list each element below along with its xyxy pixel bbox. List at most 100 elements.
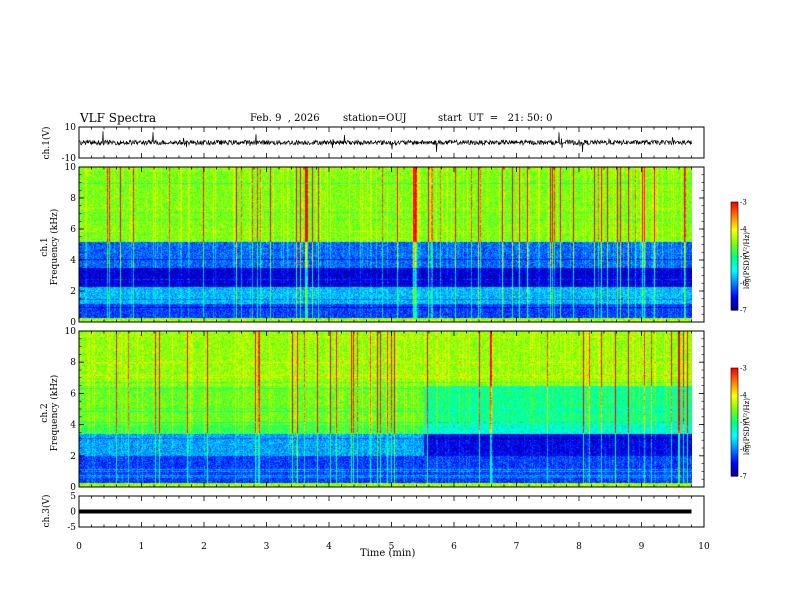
- ch3-ytick-label: -5: [67, 523, 76, 533]
- spec2-ytick-label: 10: [65, 327, 77, 337]
- colorbar-1-swatch: [731, 220, 738, 223]
- colorbar-2-tick-label: -5: [740, 419, 747, 427]
- colorbar-2-swatch: [731, 404, 738, 407]
- colorbar-1-swatch: [731, 297, 738, 300]
- colorbar-2-swatch: [731, 375, 738, 378]
- colorbar-1-swatch: [731, 299, 738, 302]
- colorbar-2-swatch: [731, 387, 738, 391]
- colorbar-2-swatch: [731, 396, 738, 400]
- colorbar-1-swatch: [731, 301, 738, 304]
- colorbar-2-swatch: [731, 384, 738, 387]
- spec1-ytick-label: 2: [70, 287, 76, 297]
- colorbar-2-swatch: [731, 398, 738, 401]
- colorbar-2-swatch: [731, 373, 738, 376]
- colorbar-1-swatch: [731, 203, 738, 207]
- colorbar-2-swatch: [731, 465, 738, 468]
- colorbar-2-swatch: [731, 386, 738, 389]
- colorbar-2-swatch: [731, 459, 738, 463]
- colorbar-1-swatch: [731, 238, 738, 241]
- colorbar-2-swatch: [731, 440, 738, 443]
- start-time-label: start UT = 21: 50: 0: [438, 113, 553, 124]
- colorbar-2-swatch: [731, 452, 738, 455]
- colorbar-2-swatch: [731, 454, 738, 457]
- colorbar-1-swatch: [731, 227, 738, 230]
- colorbar-1-swatch: [731, 205, 738, 208]
- colorbar-2-swatch: [731, 445, 738, 448]
- station-label: station=OUJ: [343, 113, 407, 124]
- colorbar-2-swatch: [731, 436, 738, 439]
- ch1-ytick-label: -10: [62, 154, 77, 164]
- colorbar-2-swatch: [731, 402, 738, 405]
- colorbar-1-swatch: [731, 225, 738, 228]
- spec1-ytick-label: 10: [65, 163, 77, 173]
- colorbar-2-tick-label: -7: [740, 473, 747, 481]
- colorbar-1-tick-label: -5: [740, 253, 747, 261]
- ch1-waveform-trace: [78, 131, 692, 153]
- colorbar-1-swatch: [731, 256, 738, 259]
- spectrogram-1-image: [79, 167, 692, 322]
- colorbar-2-tick-label: -6: [740, 446, 747, 454]
- x-tick-label: 7: [514, 542, 520, 552]
- colorbar-2-swatch: [731, 423, 738, 427]
- spec1-ytick-label: 4: [70, 256, 76, 266]
- ch3-ytick-label: 0: [70, 508, 76, 518]
- ch3-ytick-label: 5: [70, 492, 76, 502]
- colorbar-1-swatch: [731, 306, 738, 309]
- colorbar-1-swatch: [731, 216, 738, 219]
- colorbar-1-swatch: [731, 265, 738, 268]
- x-tick-label: 8: [576, 542, 582, 552]
- colorbar-1-swatch: [731, 288, 738, 291]
- colorbar-1-swatch: [731, 275, 738, 279]
- x-tick-label: 3: [264, 542, 270, 552]
- colorbar-2-swatch: [731, 434, 738, 437]
- x-tick-label: 10: [698, 542, 710, 552]
- colorbar-1-swatch: [731, 243, 738, 246]
- colorbar-2-swatch: [731, 472, 738, 475]
- colorbar-1-swatch: [731, 223, 738, 226]
- colorbar-1-swatch: [731, 241, 738, 244]
- colorbar-2-swatch: [731, 422, 738, 425]
- colorbar-2-swatch: [731, 414, 738, 418]
- colorbar-1-swatch: [731, 209, 738, 212]
- date-label: Feb. 9 , 2026: [250, 113, 320, 124]
- colorbar-2-swatch: [731, 395, 738, 398]
- figure-title: VLF Spectra: [80, 111, 157, 125]
- colorbar-2-swatch: [731, 411, 738, 414]
- colorbar-2-swatch: [731, 427, 738, 430]
- spec2-ytick-label: 6: [70, 389, 76, 399]
- colorbar-1-swatch: [731, 252, 738, 255]
- colorbar-1-swatch: [731, 230, 738, 234]
- colorbar-2-swatch: [731, 425, 738, 428]
- colorbar-1-swatch: [731, 290, 738, 293]
- x-tick-label: 5: [389, 542, 395, 552]
- colorbar-2-swatch: [731, 378, 738, 382]
- colorbar-1-swatch: [731, 259, 738, 262]
- colorbar-1-swatch: [731, 245, 738, 248]
- colorbar-1-swatch: [731, 266, 738, 270]
- colorbar-2-tick-label: -3: [740, 365, 747, 373]
- x-tick-label: 1: [139, 542, 145, 552]
- colorbar-2-swatch: [731, 400, 738, 403]
- spec2-ytick-label: 8: [70, 358, 76, 368]
- colorbar-2-swatch: [731, 438, 738, 441]
- colorbar-2-swatch: [731, 449, 738, 452]
- spec1-ytick-label: 8: [70, 194, 76, 204]
- colorbar-1-swatch: [731, 248, 738, 252]
- colorbar-1-frame: [730, 201, 739, 311]
- colorbar-2-frame: [730, 367, 739, 477]
- colorbar-2-swatch: [731, 420, 738, 423]
- spec2-ytick-label: 0: [70, 483, 76, 493]
- colorbar-2-swatch: [731, 474, 738, 477]
- colorbar-1-swatch: [731, 284, 738, 288]
- colorbar-1-swatch: [731, 202, 738, 205]
- x-tick-label: 9: [639, 542, 645, 552]
- colorbar-2-swatch: [731, 470, 738, 473]
- colorbar-1-swatch: [731, 263, 738, 266]
- colorbar-1-swatch: [731, 293, 738, 297]
- colorbar-2-swatch: [731, 461, 738, 464]
- colorbar-2-swatch: [731, 389, 738, 392]
- colorbar-1-swatch: [731, 302, 738, 306]
- colorbar-1-swatch: [731, 239, 738, 243]
- spec1-ytick-label: 0: [70, 318, 76, 328]
